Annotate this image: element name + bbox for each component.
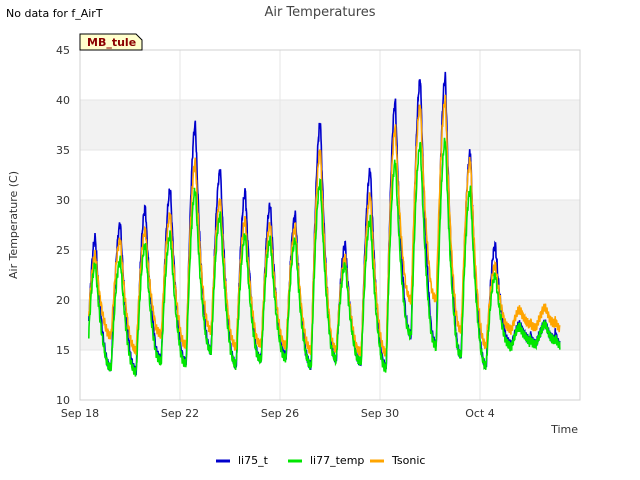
x-tick-label: Sep 30	[361, 407, 399, 420]
site-badge: MB_tule	[79, 33, 143, 51]
series-line-li77-temp	[88, 137, 561, 377]
chart-title: Air Temperatures	[264, 5, 375, 20]
legend-label: li75_t	[238, 454, 269, 467]
series-layer	[88, 71, 561, 377]
x-tick-label: Sep 22	[161, 407, 199, 420]
y-tick-label: 30	[56, 194, 70, 207]
legend-label: li77_temp	[310, 454, 364, 467]
x-tick-label: Sep 18	[61, 407, 99, 420]
site-badge-label: MB_tule	[87, 36, 136, 49]
grid-band	[80, 100, 580, 150]
x-tick-label: Oct 4	[465, 407, 495, 420]
no-data-note: No data for f_AirT	[6, 7, 103, 20]
y-axis: 10 15 20 25 30 35 40 45	[56, 44, 70, 407]
grid-band	[80, 200, 580, 250]
y-tick-label: 35	[56, 144, 70, 157]
y-tick-label: 10	[56, 394, 70, 407]
x-tick-label: Sep 26	[261, 407, 299, 420]
grid-bands	[80, 100, 580, 350]
y-tick-label: 40	[56, 94, 70, 107]
x-axis: Sep 18 Sep 22 Sep 26 Sep 30 Oct 4	[61, 407, 495, 420]
y-tick-label: 15	[56, 344, 70, 357]
plot-frame	[79, 49, 581, 401]
y-axis-title: Air Temperature (C)	[7, 171, 20, 279]
y-tick-label: 25	[56, 244, 70, 257]
x-axis-title: Time	[550, 423, 578, 436]
series-line-tsonic	[88, 94, 561, 357]
legend: li75_t li77_temp Tsonic	[216, 454, 425, 467]
y-tick-label: 20	[56, 294, 70, 307]
site-badge-background	[79, 33, 143, 51]
y-tick-label: 45	[56, 44, 70, 57]
legend-label: Tsonic	[391, 454, 425, 467]
